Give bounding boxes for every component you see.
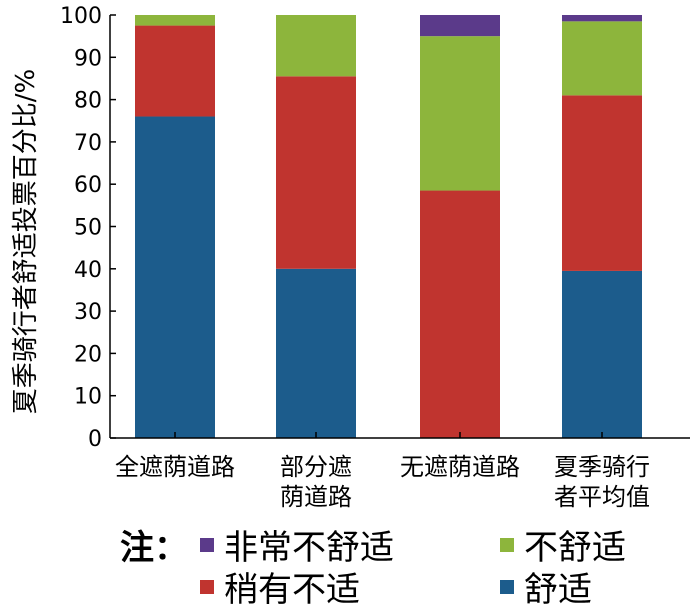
y-tick-label: 100 bbox=[60, 4, 102, 29]
bar-segment-0-0 bbox=[135, 116, 215, 439]
x-tick-label: 荫道路 bbox=[280, 483, 352, 511]
bar-segment-0-1 bbox=[135, 25, 215, 117]
y-axis-title: 夏季骑行者舒适投票百分比/% bbox=[11, 69, 41, 414]
bar-segment-1-2 bbox=[276, 15, 356, 77]
y-tick-label: 50 bbox=[74, 216, 102, 241]
x-tick-label: 者平均值 bbox=[554, 483, 650, 511]
bar-segment-1-0 bbox=[276, 268, 356, 438]
bar-segment-2-2 bbox=[420, 36, 500, 191]
bar-segment-3-1 bbox=[562, 95, 642, 271]
y-tick-label: 30 bbox=[74, 300, 102, 325]
y-tick-label: 0 bbox=[88, 427, 102, 452]
bar-segment-2-1 bbox=[420, 190, 500, 438]
y-tick-label: 70 bbox=[74, 131, 102, 156]
bar-segment-3-3 bbox=[562, 15, 642, 22]
bar-segment-2-3 bbox=[420, 15, 500, 37]
bar-segment-3-2 bbox=[562, 21, 642, 96]
y-tick-label: 40 bbox=[74, 258, 102, 283]
y-tick-label: 10 bbox=[74, 385, 102, 410]
x-tick-label: 部分遮 bbox=[280, 453, 352, 481]
x-tick-label: 全遮荫道路 bbox=[115, 453, 235, 481]
bar-segment-3-0 bbox=[562, 270, 642, 438]
bars-layer bbox=[135, 15, 642, 439]
bar-segment-0-2 bbox=[135, 15, 215, 26]
y-tick-label: 90 bbox=[74, 46, 102, 71]
y-tick-label: 60 bbox=[74, 173, 102, 198]
y-tick-label: 80 bbox=[74, 89, 102, 114]
y-tick-label: 20 bbox=[74, 342, 102, 367]
x-tick-label: 夏季骑行 bbox=[554, 453, 650, 481]
x-tick-label: 无遮荫道路 bbox=[400, 453, 520, 481]
bar-segment-1-1 bbox=[276, 76, 356, 269]
